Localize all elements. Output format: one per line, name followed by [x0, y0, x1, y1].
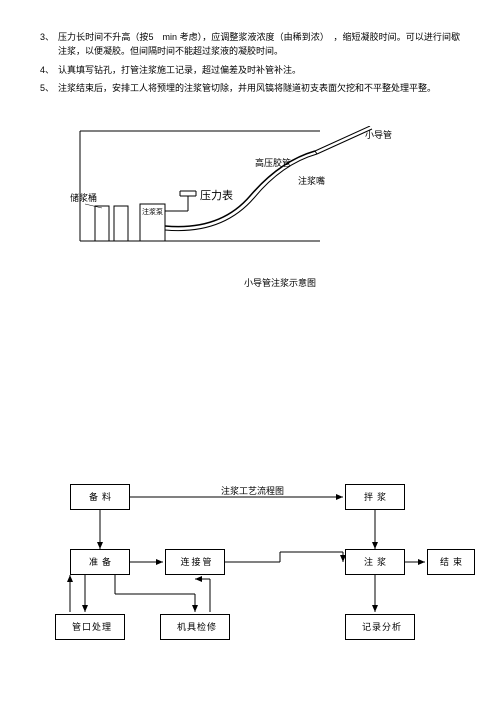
- item-text: 认真填写钻孔，打管注浆施工记录，超过偏差及时补管补注。: [58, 63, 460, 77]
- label-zhujiangzui: 注浆嘴: [298, 175, 325, 186]
- item-num: 4、: [40, 63, 58, 77]
- label-chujiangtong: 储浆桶: [70, 192, 97, 203]
- flowchart-arrows: [45, 484, 465, 669]
- node-zhujian: 注浆: [345, 549, 405, 575]
- item-3: 3、 压力长时间不升高（按5 min 考虑），应调整浆液浓度（由稀到浓） ，缩短…: [40, 30, 460, 59]
- label-zhujiangbeng: 注浆泵: [142, 207, 163, 216]
- node-beiliao: 备料: [70, 484, 130, 510]
- diagram1-caption: 小导管注浆示意图: [100, 276, 460, 289]
- label-xiaodaoguan: 小导管: [365, 129, 392, 140]
- label-yalibiao: 压力表: [200, 188, 233, 202]
- item-4: 4、 认真填写钻孔，打管注浆施工记录，超过偏差及时补管补注。: [40, 63, 460, 77]
- node-jilufenxi: 记录分析: [345, 614, 415, 640]
- flowchart: 备料 拌浆 准备 连接管 注浆 结束 管口处理 机具检修 记录分析 注浆工艺流程…: [45, 484, 460, 497]
- item-list: 3、 压力长时间不升高（按5 min 考虑），应调整浆液浓度（由稀到浓） ，缩短…: [40, 30, 460, 96]
- node-jieshu: 结束: [427, 549, 475, 575]
- node-guankou: 管口处理: [55, 614, 125, 640]
- item-num: 5、: [40, 81, 58, 95]
- node-lianjieguan: 连接管: [165, 549, 225, 575]
- node-jijujianxiu: 机具检修: [160, 614, 230, 640]
- node-banjiang: 拌浆: [345, 484, 405, 510]
- label-gaoyajiao: 高压胶管: [255, 157, 291, 168]
- node-zhunbei: 准备: [70, 549, 130, 575]
- schematic-diagram: 注浆泵 压力表 小导管 高压胶管 注浆嘴 储浆桶 小导管注浆示意图: [70, 126, 460, 289]
- schematic-svg: 注浆泵 压力表 小导管 高压胶管 注浆嘴 储浆桶: [70, 126, 400, 266]
- item-num: 3、: [40, 30, 58, 59]
- item-text: 压力长时间不升高（按5 min 考虑），应调整浆液浓度（由稀到浓） ，缩短凝胶时…: [58, 30, 460, 59]
- item-text: 注浆结束后，安排工人将预埋的注浆管切除，并用风镐将隧道初支表面欠挖和不平整处理平…: [58, 81, 460, 95]
- item-5: 5、 注浆结束后，安排工人将预埋的注浆管切除，并用风镐将隧道初支表面欠挖和不平整…: [40, 81, 460, 95]
